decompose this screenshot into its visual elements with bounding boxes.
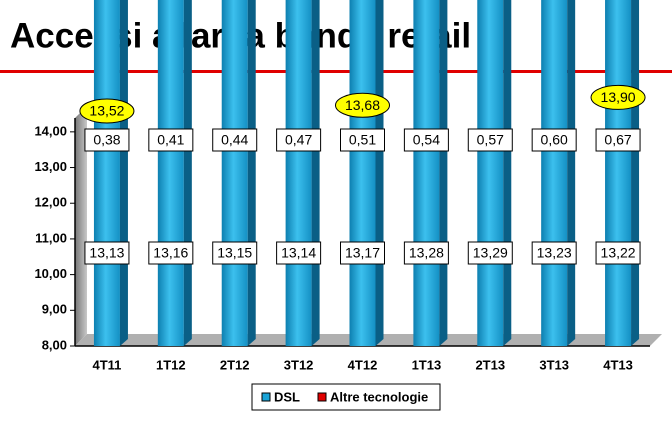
x-tick-label: 2T12	[220, 357, 250, 372]
altre-label-box	[595, 128, 641, 152]
altre-label-box	[148, 128, 194, 152]
altre-label: 0,47	[285, 132, 312, 148]
bar-side	[119, 0, 128, 346]
bar-side	[247, 0, 256, 346]
total-bubble	[590, 84, 646, 110]
dsl-label-box	[403, 241, 449, 265]
y-tick-label: 8,00	[42, 337, 67, 352]
dsl-label: 13,14	[281, 245, 316, 261]
bar-segment	[541, 0, 568, 346]
y-tick-label: 12,00	[34, 195, 67, 210]
bar-segment	[349, 0, 376, 346]
bar-side	[567, 0, 576, 346]
dsl-label: 13,22	[601, 245, 636, 261]
altre-label: 0,54	[413, 132, 440, 148]
x-tick-label: 1T12	[156, 357, 186, 372]
bar-side	[631, 0, 640, 346]
altre-label: 0,38	[93, 132, 120, 148]
x-tick-label: 3T12	[284, 357, 314, 372]
altre-label-box	[276, 128, 322, 152]
bar-segment	[605, 0, 632, 346]
bar-side	[375, 0, 384, 346]
x-tick-label: 4T13	[603, 357, 633, 372]
altre-label-box	[340, 128, 385, 152]
altre-label-box	[531, 128, 577, 152]
altre-label-box	[84, 128, 130, 152]
bar-side	[439, 0, 448, 346]
bar-segment	[157, 0, 184, 346]
altre-label-box	[403, 128, 449, 152]
dsl-label-box	[595, 241, 641, 265]
bar-segment	[93, 0, 120, 347]
altre-label: 0,41	[157, 132, 184, 148]
total-bubble	[79, 98, 135, 124]
total-label: 13,90	[601, 89, 636, 105]
x-tick-label: 3T13	[539, 357, 569, 372]
altre-label: 0,44	[221, 132, 248, 148]
y-tick-label: 13,00	[34, 159, 67, 174]
legend-label: Altre tecnologie	[330, 389, 428, 404]
x-tick-label: 1T13	[412, 357, 442, 372]
dsl-label-box	[276, 241, 322, 265]
title-rule	[0, 70, 672, 73]
y-tick-label: 9,00	[42, 302, 67, 317]
bar-side	[503, 0, 512, 346]
bar-segment	[477, 0, 504, 346]
dsl-label: 13,15	[217, 245, 252, 261]
side-wall	[75, 106, 87, 346]
legend-label: DSL	[274, 389, 300, 404]
x-tick-label: 4T12	[348, 357, 378, 372]
bar-segment	[221, 0, 248, 347]
dsl-label: 13,16	[153, 245, 188, 261]
dsl-label: 13,29	[473, 245, 508, 261]
total-label: 13,52	[89, 103, 124, 119]
dsl-label: 13,23	[537, 245, 572, 261]
bar-side	[183, 0, 192, 346]
dsl-label-box	[212, 241, 258, 265]
dsl-label-box	[84, 241, 130, 265]
dsl-label-box	[531, 241, 577, 265]
dsl-label: 13,13	[89, 245, 124, 261]
bar-segment	[413, 0, 440, 346]
total-bubble	[335, 92, 390, 118]
y-tick-label: 14,00	[34, 123, 67, 138]
dsl-label: 13,17	[345, 245, 380, 261]
altre-label: 0,57	[477, 132, 504, 148]
bar-segment	[285, 0, 312, 346]
x-tick-label: 4T11	[92, 357, 121, 372]
legend-swatch	[317, 392, 327, 402]
y-tick-label: 10,00	[34, 266, 67, 281]
altre-label: 0,67	[604, 132, 631, 148]
dsl-label: 13,28	[409, 245, 444, 261]
dsl-label-box	[467, 241, 513, 265]
legend-swatch	[261, 392, 271, 402]
altre-label-box	[467, 128, 513, 152]
dsl-label-box	[148, 241, 194, 265]
bar-side	[311, 0, 320, 346]
dsl-label-box	[340, 241, 385, 265]
x-tick-label: 2T13	[475, 357, 505, 372]
total-label: 13,68	[345, 97, 380, 113]
y-tick-label: 11,00	[35, 230, 67, 245]
altre-label: 0,60	[541, 132, 568, 148]
legend	[251, 383, 441, 411]
altre-label-box	[212, 128, 258, 152]
altre-label: 0,51	[349, 132, 376, 148]
